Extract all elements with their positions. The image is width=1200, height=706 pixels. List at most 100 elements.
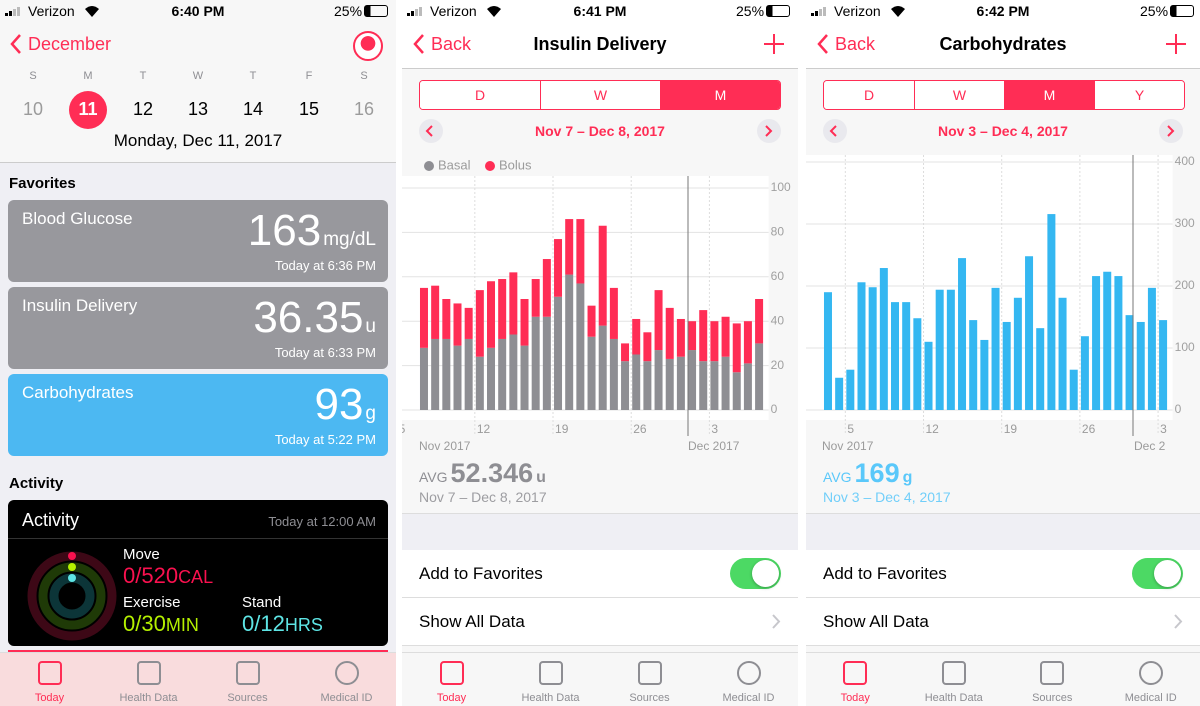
tab-icon[interactable] — [1138, 661, 1163, 685]
tab-icon[interactable] — [235, 661, 260, 685]
tab-label[interactable]: Sources — [629, 692, 670, 704]
segment[interactable]: D — [420, 81, 540, 109]
tab-label[interactable]: Health Data — [521, 692, 580, 704]
tab-icon[interactable] — [136, 661, 161, 685]
bar — [1114, 276, 1123, 410]
bar-segment — [542, 316, 551, 410]
calendar-header — [0, 0, 396, 163]
segment[interactable]: M — [1004, 81, 1094, 109]
tab-label[interactable]: Health Data — [924, 692, 983, 704]
tab-label[interactable]: Today — [436, 692, 467, 704]
tab-label[interactable]: Medical ID — [1124, 692, 1177, 704]
date[interactable]: 12 — [132, 99, 154, 119]
battery-level: 25% — [736, 3, 765, 19]
segment[interactable]: D — [824, 81, 914, 109]
bar-segment — [710, 321, 719, 362]
bar — [1013, 297, 1022, 410]
weekday: T — [249, 70, 257, 82]
back-button[interactable]: Back — [431, 34, 472, 54]
tab-label[interactable]: Medical ID — [722, 692, 775, 704]
tab-icon[interactable] — [439, 661, 464, 685]
tab-label[interactable]: Today — [34, 692, 65, 704]
settings-row[interactable]: Add to Favorites — [402, 550, 798, 598]
card-title: Blood Glucose — [22, 209, 133, 228]
bar — [1159, 320, 1168, 410]
profile-button[interactable] — [353, 31, 383, 61]
bar — [1002, 321, 1011, 410]
weekday: W — [192, 70, 204, 82]
date[interactable]: 10 — [22, 99, 44, 119]
favorite-card[interactable]: Blood Glucose 163 mg/dL Today at 6:36 PM — [8, 200, 388, 282]
arrow-shape — [1167, 125, 1175, 137]
tab-icon[interactable] — [736, 661, 761, 685]
favorite-card[interactable]: Insulin Delivery 36.35 u Today at 6:33 PM — [8, 287, 388, 369]
tab-label[interactable]: Health Data — [119, 692, 178, 704]
date[interactable]: 15 — [298, 99, 320, 119]
ring-start — [68, 563, 76, 571]
bar — [1103, 271, 1112, 410]
tab-label[interactable]: Sources — [1032, 692, 1073, 704]
value: 93 — [314, 380, 364, 429]
tab-icon[interactable] — [941, 661, 966, 685]
date[interactable]: 11 — [78, 99, 98, 119]
bar-segment — [565, 219, 574, 275]
tab-icon[interactable] — [843, 661, 868, 685]
activity-card[interactable]: Activity Today at 12:00 AM Move 0/520CAL Exe… — [8, 500, 388, 646]
settings-row[interactable]: Show All Data — [806, 598, 1200, 646]
date[interactable]: 13 — [187, 99, 209, 119]
tab-icon[interactable] — [37, 661, 62, 685]
card-time: Today at 6:36 PM — [274, 258, 376, 273]
signal-bar — [819, 9, 822, 16]
segment[interactable]: M — [660, 81, 780, 109]
tab-label[interactable]: Medical ID — [320, 692, 373, 704]
tab-icon[interactable] — [538, 661, 563, 685]
bar-segment — [609, 287, 618, 339]
bar — [891, 302, 900, 410]
settings-row[interactable]: Show All Data — [402, 598, 798, 646]
back-button[interactable]: Back — [835, 34, 876, 54]
tab-icon[interactable] — [1040, 661, 1065, 685]
bar — [868, 287, 877, 410]
plot-area — [402, 176, 769, 420]
y-tick-label: 0 — [771, 402, 778, 416]
chevron-shape — [772, 614, 781, 629]
tab-icon[interactable] — [637, 661, 662, 685]
row-label: Add to Favorites — [823, 564, 947, 583]
average-label: AVG — [419, 469, 448, 485]
bar-segment — [632, 318, 641, 355]
toggle[interactable] — [1132, 558, 1183, 589]
tab-label[interactable]: Today — [840, 692, 870, 704]
toggle[interactable] — [730, 558, 781, 589]
bar — [980, 339, 989, 410]
plus-shape — [1166, 34, 1186, 54]
wifi-icon — [85, 6, 99, 17]
date[interactable]: 14 — [242, 99, 264, 119]
favorite-card[interactable]: Carbohydrates 93 g Today at 5:22 PM — [8, 374, 388, 456]
tab-label[interactable]: Sources — [227, 692, 268, 704]
signal-bar — [17, 7, 20, 16]
x-tick-label: 12 — [477, 422, 491, 436]
weekday: T — [139, 70, 147, 82]
bar-segment — [475, 356, 484, 410]
segment[interactable]: Y — [1094, 81, 1184, 109]
back-button[interactable]: December — [28, 34, 112, 54]
legend-label: Bolus — [499, 157, 532, 172]
arrow-bg — [419, 119, 443, 143]
bar-segment — [598, 225, 607, 326]
segment[interactable]: W — [540, 81, 660, 109]
wifi-icon — [891, 6, 905, 17]
bar-segment — [587, 336, 596, 410]
settings-row[interactable]: Add to Favorites — [806, 550, 1200, 598]
segment[interactable]: W — [914, 81, 1004, 109]
bar — [902, 302, 911, 410]
bar-segment — [442, 299, 451, 339]
date[interactable]: 16 — [353, 99, 375, 119]
card-value: 93 g — [314, 380, 376, 430]
row-label: Show All Data — [419, 612, 525, 631]
tab-icon[interactable] — [334, 661, 359, 685]
screen-title: Carbohydrates — [939, 34, 1067, 54]
average-unit: u — [536, 469, 546, 486]
unit: mg/dL — [323, 229, 376, 250]
